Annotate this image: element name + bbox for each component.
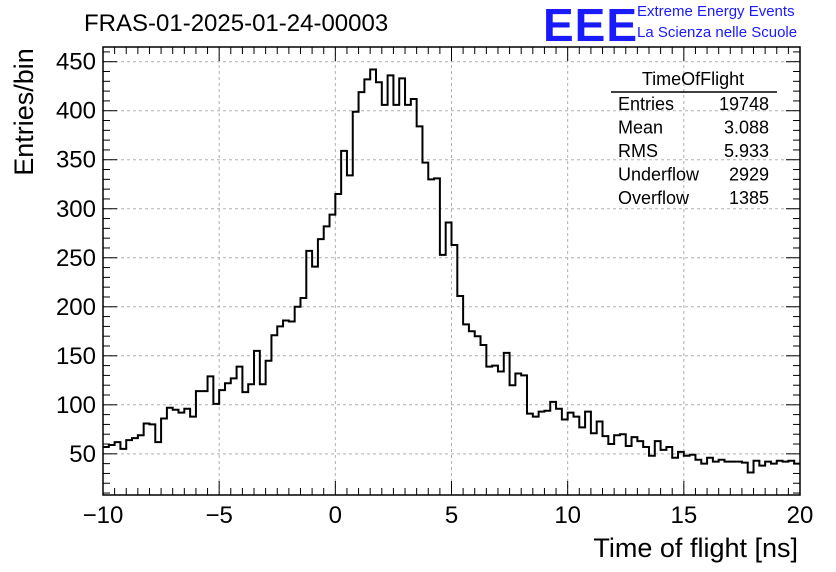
- x-axis-title: Time of flight [ns]: [593, 533, 798, 563]
- stats-row-value: 19748: [719, 94, 769, 114]
- x-tick-label: −10: [83, 502, 124, 529]
- histogram-step-line: [103, 68, 800, 474]
- y-tick-label: 50: [69, 441, 96, 468]
- x-tick-label: −5: [205, 502, 232, 529]
- stats-row-label: Overflow: [618, 188, 690, 208]
- stats-row-value: 3.088: [724, 118, 769, 138]
- histogram-title: FRAS-01-2025-01-24-00003: [84, 10, 389, 37]
- stats-box-name: TimeOfFlight: [642, 69, 744, 89]
- stats-row-value: 5.933: [724, 141, 769, 161]
- y-tick-label: 200: [56, 294, 96, 321]
- y-tick-label: 350: [56, 147, 96, 174]
- grid: [103, 47, 800, 495]
- x-tick-label: 0: [329, 502, 342, 529]
- eee-logo-line2: La Scienza nelle Scuole: [637, 24, 798, 41]
- y-tick-label: 150: [56, 343, 96, 370]
- axis-ticks: [102, 47, 801, 495]
- x-tick-label: 15: [670, 502, 697, 529]
- y-tick-labels: 50 100 150 200 250 300 350 400 450: [56, 49, 96, 468]
- stats-row-value: 2929: [729, 165, 769, 185]
- eee-logo: EEE: [543, 0, 639, 51]
- x-tick-labels: −10 −5 0 5 10 15 20: [83, 502, 814, 529]
- x-tick-label: 20: [787, 502, 814, 529]
- y-tick-label: 450: [56, 49, 96, 76]
- stats-row-value: 1385: [729, 188, 769, 208]
- stats-row-label: Underflow: [618, 165, 700, 185]
- stats-row-label: RMS: [618, 141, 658, 161]
- y-tick-label: 400: [56, 98, 96, 125]
- x-tick-label: 10: [554, 502, 581, 529]
- stats-row-label: Entries: [618, 94, 674, 114]
- stats-box: TimeOfFlight Entries 19748 Mean 3.088 RMS 5.9…: [611, 69, 777, 208]
- y-tick-label: 250: [56, 245, 96, 272]
- x-tick-label: 5: [445, 502, 458, 529]
- stats-row-label: Mean: [618, 118, 663, 138]
- y-tick-label: 300: [56, 196, 96, 223]
- y-tick-label: 100: [56, 392, 96, 419]
- y-axis-title: Entries/bin: [9, 48, 39, 176]
- eee-logo-line1: Extreme Energy Events: [637, 3, 795, 20]
